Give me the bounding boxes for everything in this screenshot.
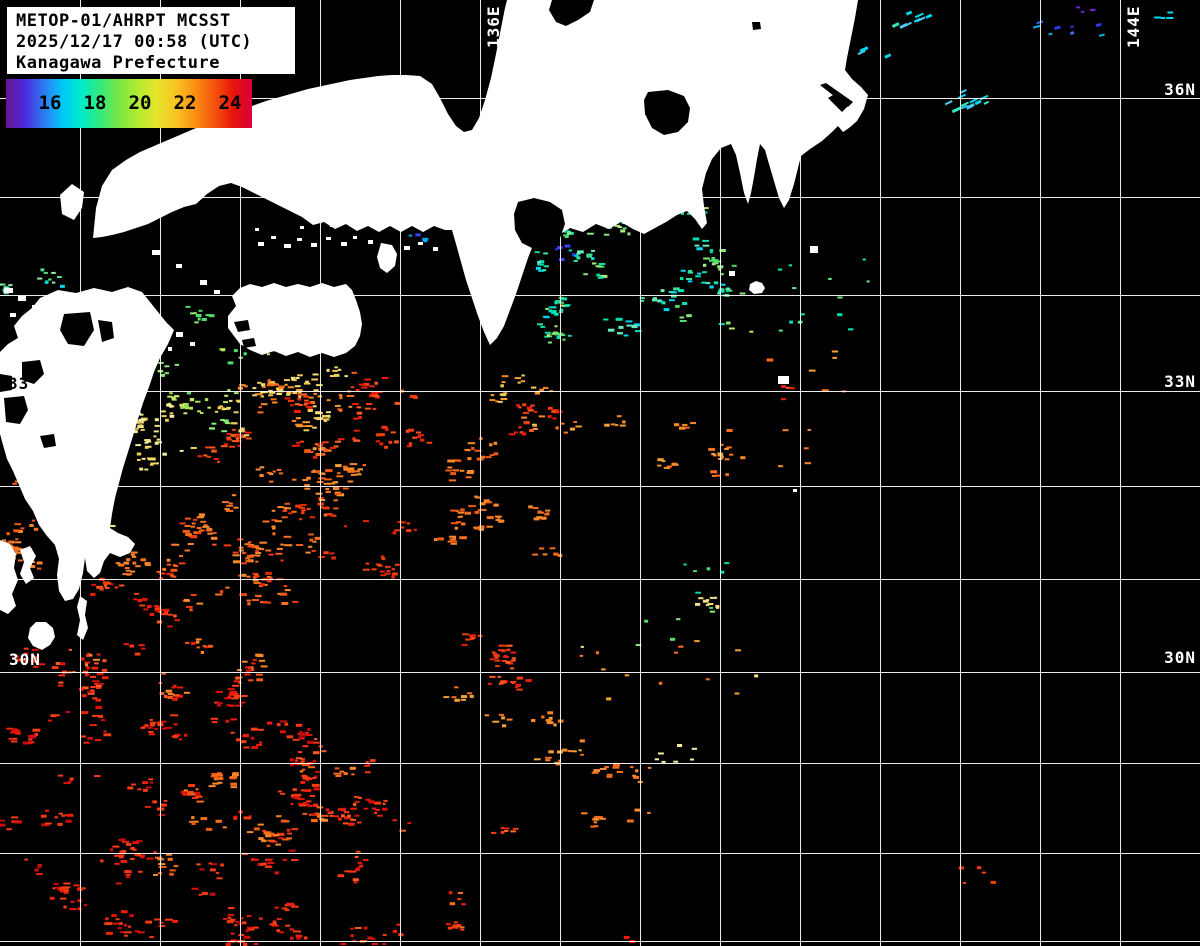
land-yakushima (28, 622, 55, 650)
island-speck (602, 215, 612, 224)
island-speck (368, 240, 373, 244)
land-koshiki (20, 546, 36, 584)
island-speck (311, 243, 317, 247)
island-speck (258, 242, 264, 246)
overlay-kyushu-inlet-a (4, 396, 28, 424)
longitude-label-144e: 144E (1124, 5, 1143, 48)
island-speck (297, 238, 302, 241)
longitude-label-136e: 136E (484, 5, 503, 48)
island-speck (793, 489, 797, 492)
island-speck (214, 290, 220, 294)
overlay-kyushu-inlet-f (0, 374, 12, 392)
colorbar-tick-18: 18 (83, 92, 107, 114)
island-speck (200, 280, 207, 285)
island-speck (353, 236, 357, 239)
island-speck (32, 305, 39, 309)
island-speck (271, 236, 276, 239)
latitude-label-33-left: 33 (8, 374, 30, 393)
overlay-kyushu-inlet-b (22, 360, 44, 384)
land-mask (0, 0, 868, 650)
overlay-tokyo-bay-1 (820, 83, 853, 107)
island-speck (330, 224, 334, 227)
island-speck (176, 332, 183, 337)
island-speck (284, 244, 291, 248)
latitude-label-30n-left: 30N (9, 650, 41, 669)
island-speck (810, 246, 818, 253)
colorbar-tick-24: 24 (218, 92, 242, 114)
colorbar-tick-labels: 16 18 20 22 24 (6, 79, 252, 128)
land-shikoku (228, 283, 362, 357)
overlay-lake-biwa (549, 0, 594, 26)
bay-cloud-overlays (0, 0, 853, 448)
overlay-kii-cloud (514, 198, 565, 249)
colorbar-tick-16: 16 (38, 92, 62, 114)
latitude-label-36n-right: 36N (1164, 80, 1196, 99)
overlay-kyushu-inlet-e (40, 434, 56, 448)
island-speck (168, 347, 172, 351)
land-oshima (749, 281, 765, 294)
overlay-shikoku-inlet-a (234, 320, 250, 332)
island-speck (152, 250, 160, 255)
overlay-tokyo-bay-2 (828, 95, 848, 112)
island-speck (24, 322, 31, 326)
overlay-kyushu-inlet-c (60, 312, 94, 346)
land-honshu (93, 0, 868, 345)
island-speck (38, 331, 44, 335)
overlay-hamana (752, 22, 761, 30)
land-left-strip (0, 540, 18, 614)
island-speck (190, 342, 195, 346)
island-speck (176, 264, 182, 268)
latitude-label-30n-right: 30N (1164, 648, 1196, 667)
island-speck (18, 296, 26, 301)
island-speck (778, 376, 789, 384)
island-speck (341, 242, 347, 246)
overlay-kyushu-inlet-d (98, 320, 114, 342)
island-speck (255, 228, 259, 231)
island-speck (16, 339, 21, 343)
land-west-islet (60, 184, 84, 220)
island-speck (433, 247, 438, 251)
overlay-ise-bay (644, 90, 690, 135)
island-speck (326, 237, 331, 240)
island-speck (4, 288, 13, 293)
island-speck (10, 313, 16, 317)
island-speck (418, 242, 423, 245)
temperature-colorbar: 16 18 20 22 24 (6, 79, 252, 128)
island-speck (32, 345, 37, 348)
land-kyushu (0, 287, 174, 601)
title-line-datetime: 2025/12/17 00:58 (UTC) (16, 32, 253, 52)
colorbar-tick-20: 20 (128, 92, 152, 114)
land-tanegashima (77, 596, 88, 640)
island-speck (404, 246, 410, 250)
latitude-label-33n-right: 33N (1164, 372, 1196, 391)
overlay-shikoku-inlet-b (242, 338, 256, 348)
title-line-product: METOP-01/AHRPT MCSST (16, 11, 231, 31)
colorbar-tick-22: 22 (173, 92, 197, 114)
title-box: METOP-01/AHRPT MCSST 2025/12/17 00:58 (U… (7, 7, 295, 74)
island-speck (729, 271, 735, 276)
title-line-region: Kanagawa Prefecture (16, 53, 220, 73)
land-awaji (377, 243, 397, 273)
island-speck (300, 226, 304, 229)
